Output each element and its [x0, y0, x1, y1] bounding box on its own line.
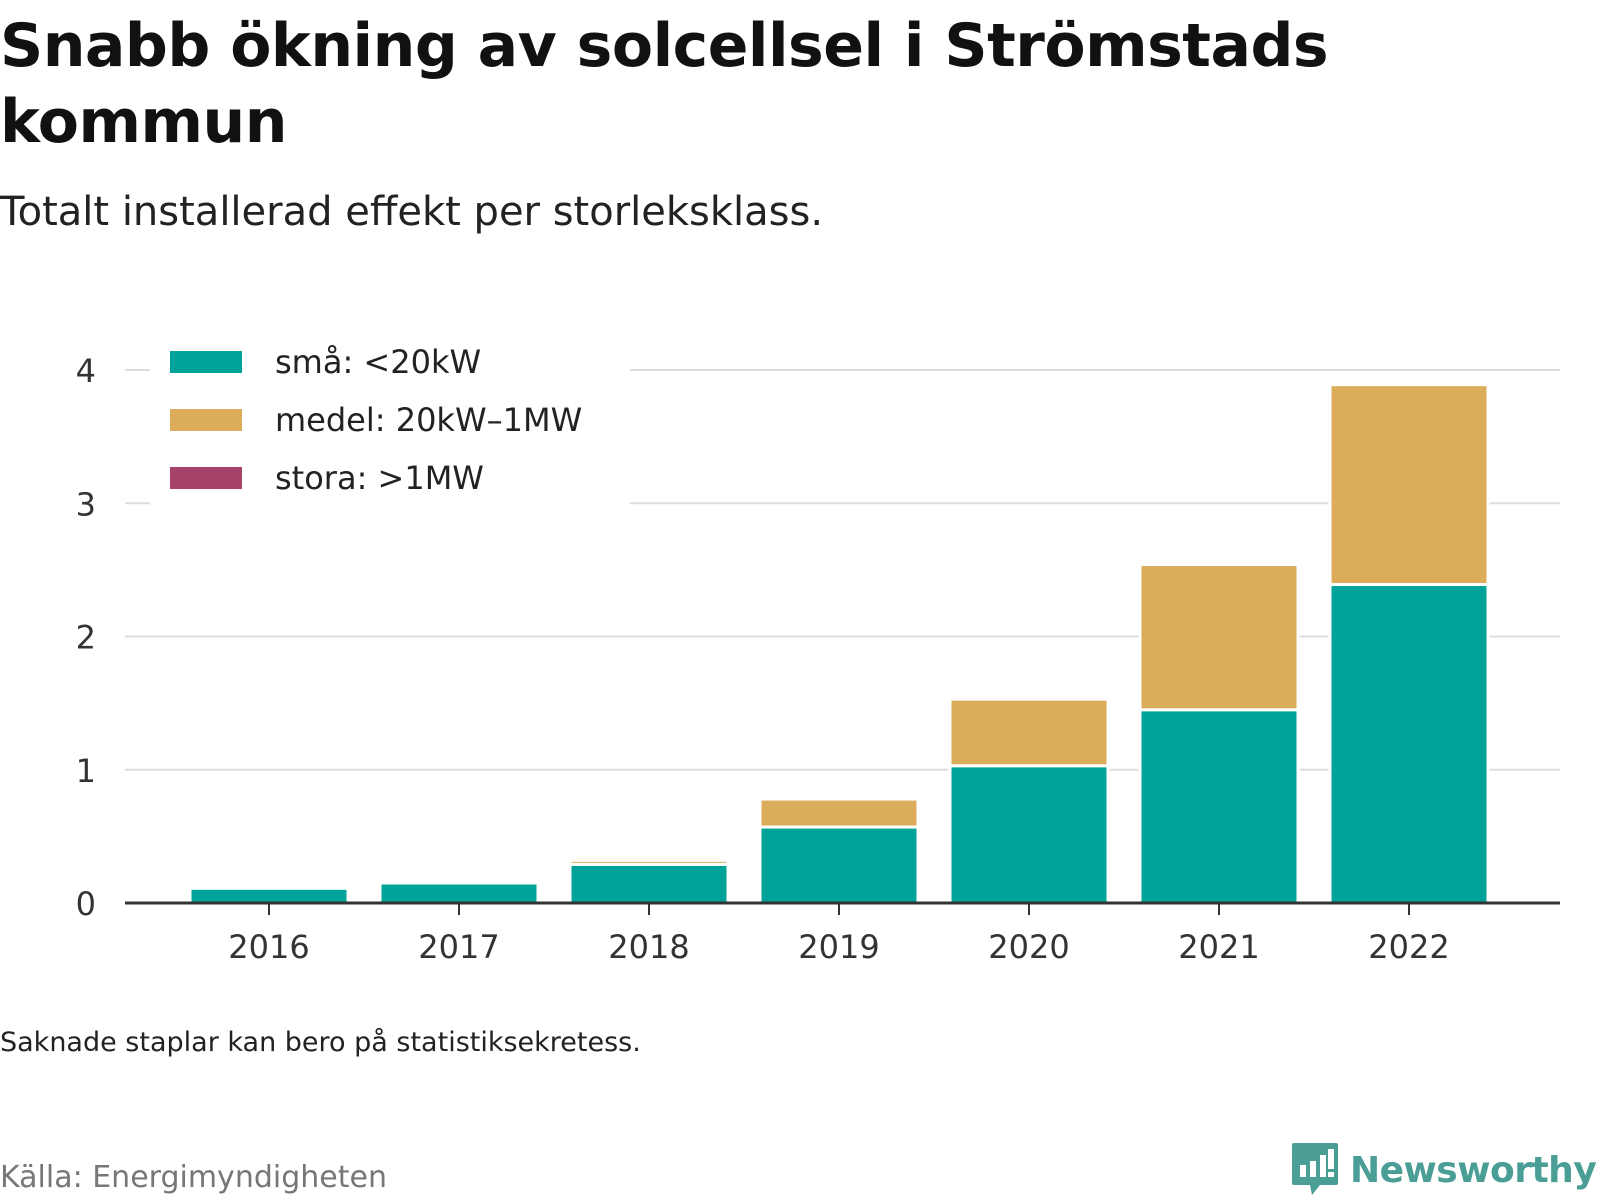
chart-title: Snabb ökning av solcellsel i Strömstads …	[0, 11, 1329, 157]
bar-segment	[188, 886, 350, 905]
newsworthy-logo-icon	[1292, 1143, 1338, 1195]
x-tick-label: 2018	[608, 928, 689, 966]
bar-segment	[1138, 563, 1300, 712]
bars	[188, 383, 1490, 905]
bar-segment	[1138, 708, 1300, 905]
chart-subtitle: Totalt installerad effekt per storlekskl…	[0, 189, 824, 235]
legend-label: små: <20kW	[275, 343, 481, 381]
source-text: Källa: Energimyndigheten	[0, 1160, 387, 1195]
x-tick-label: 2022	[1368, 928, 1449, 966]
bar-segment	[1328, 383, 1490, 587]
bar-chart: 0 1 2 3 4 2016 2017 2018 2019 2020 2021 2022 små: <…	[75, 343, 1560, 966]
x-tick-label: 2019	[798, 928, 879, 966]
bar-segment	[1328, 583, 1490, 905]
bar-segment	[948, 764, 1110, 905]
bar-segment	[568, 858, 730, 866]
axes: 0 1 2 3 4 2016 2017 2018 2019 2020 2021 2022	[76, 352, 1560, 966]
bar-segment	[948, 697, 1110, 768]
legend-swatch	[170, 467, 242, 489]
y-tick-label: 1	[76, 752, 96, 790]
x-tick-label: 2020	[988, 928, 1069, 966]
y-tick-label: 3	[76, 485, 96, 523]
x-tick-label: 2021	[1178, 928, 1259, 966]
footnote: Saknade staplar kan bero på statistiksek…	[0, 1027, 641, 1058]
brand-logo: Newsworthy	[1290, 1140, 1597, 1200]
legend-label: medel: 20kW–1MW	[275, 401, 582, 439]
y-tick-label: 4	[76, 352, 96, 390]
legend-swatch	[170, 351, 242, 373]
brand-name: Newsworthy	[1350, 1149, 1597, 1191]
legend-label: stora: >1MW	[275, 459, 484, 497]
legend-swatch	[170, 409, 242, 431]
y-tick-label: 2	[76, 619, 96, 657]
bar-segment	[758, 797, 920, 829]
y-tick-label: 0	[76, 885, 96, 923]
bar-segment	[378, 881, 540, 905]
x-tick-label: 2016	[228, 928, 309, 966]
bar-segment	[568, 862, 730, 905]
x-tick-label: 2017	[418, 928, 499, 966]
legend: små: <20kW medel: 20kW–1MW stora: >1MW	[170, 343, 582, 497]
bar-segment	[758, 825, 920, 905]
